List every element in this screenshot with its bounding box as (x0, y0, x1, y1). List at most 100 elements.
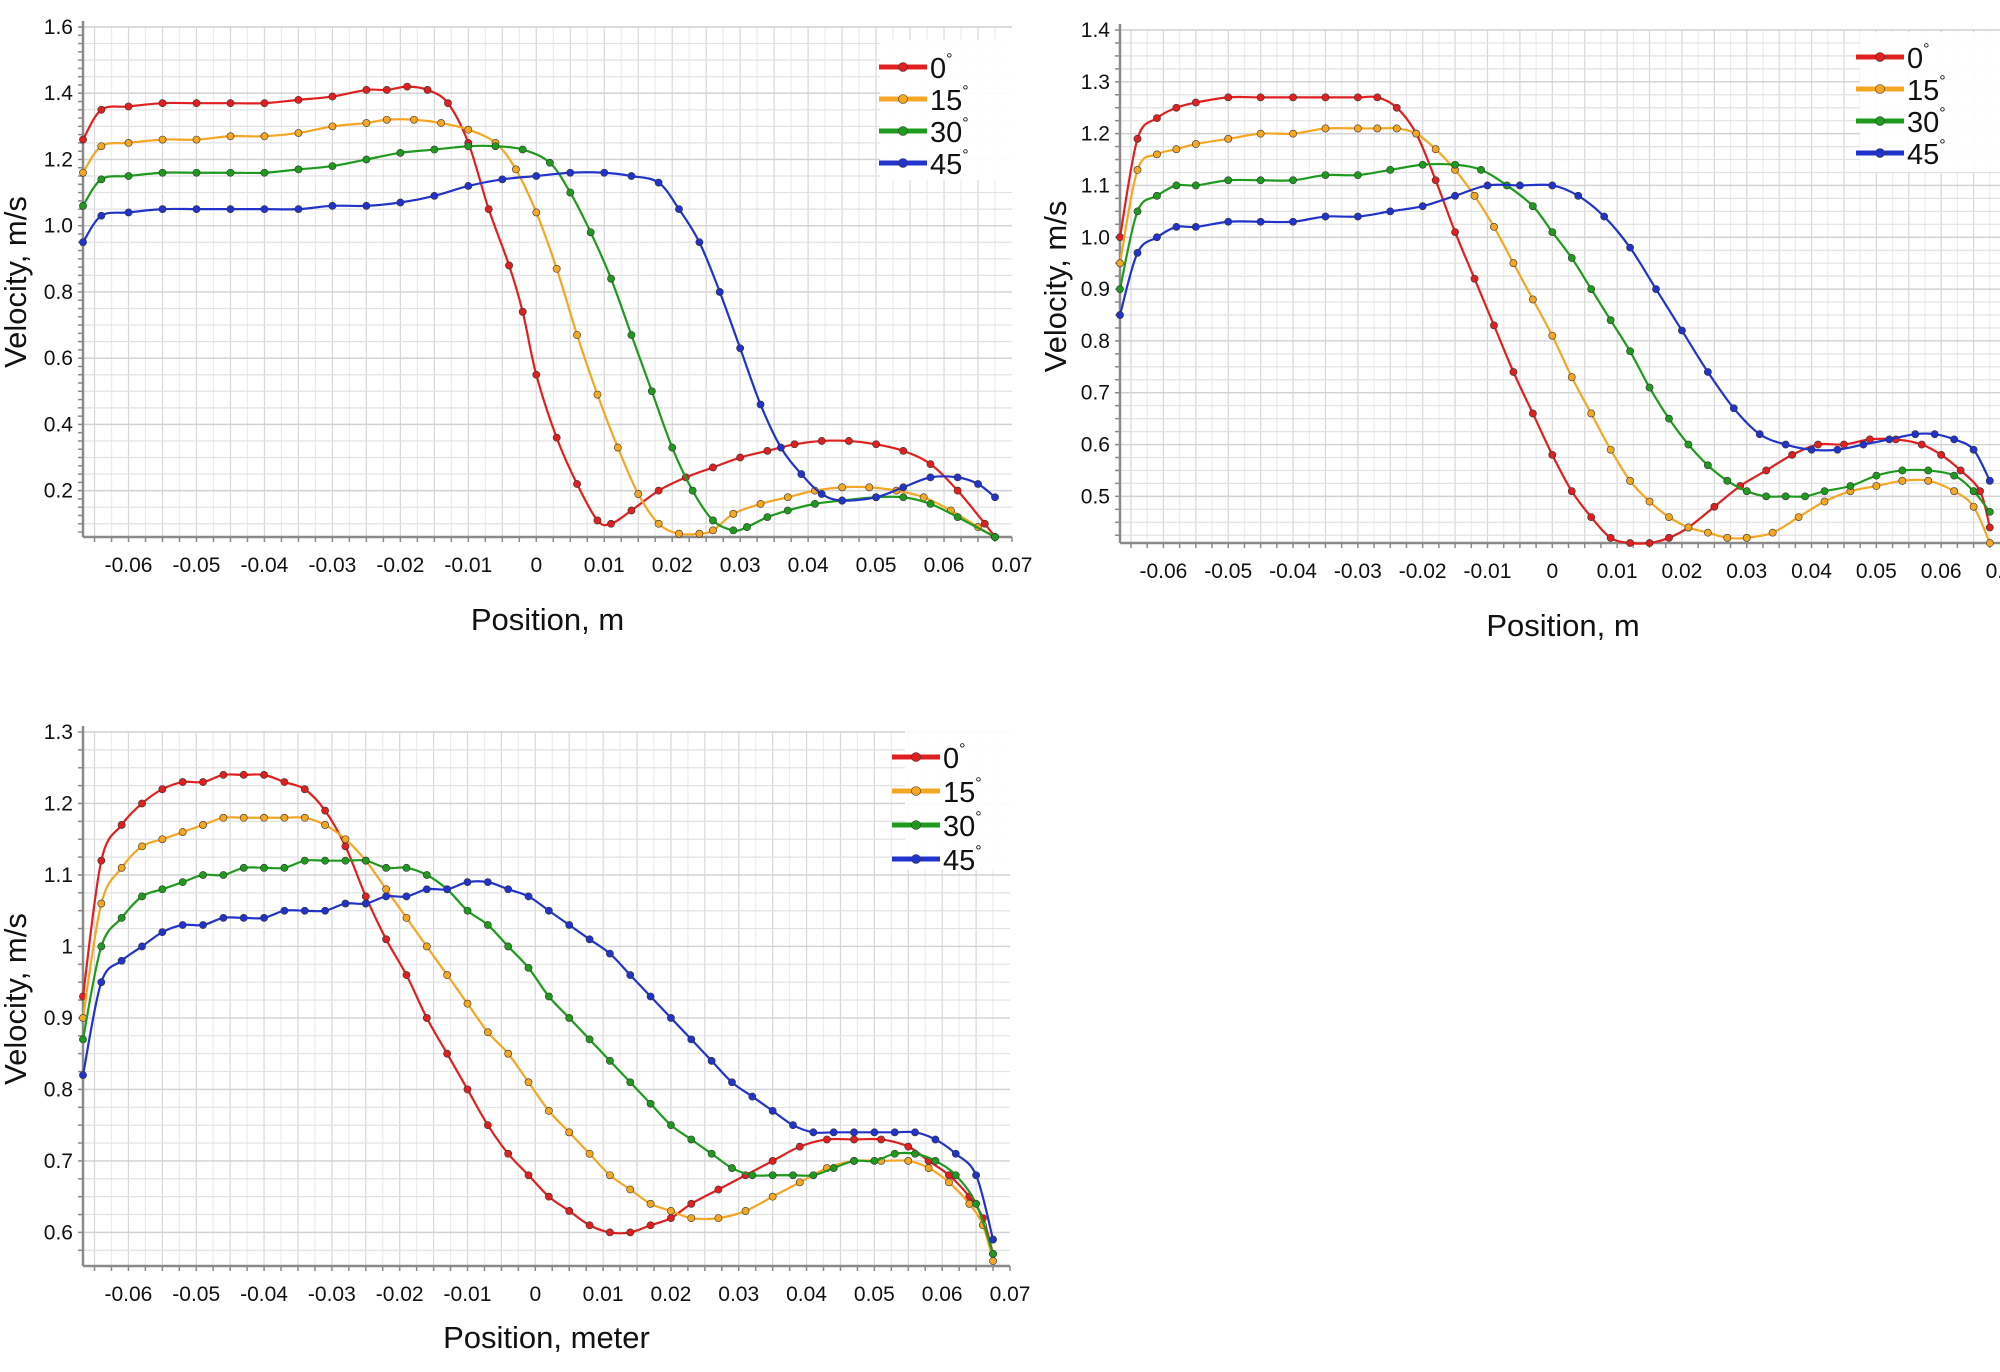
data-point (219, 913, 228, 922)
series-line (1118, 126, 1991, 544)
data-point (1956, 466, 1965, 475)
data-point (1191, 98, 1200, 107)
data-point (158, 205, 167, 214)
data-point (951, 1149, 960, 1158)
legend: 0°15°30°45° (879, 40, 1045, 181)
data-point (1418, 202, 1427, 211)
data-point (1807, 445, 1816, 454)
data-point (1289, 217, 1297, 226)
degree-symbol: ° (1939, 137, 1945, 154)
data-point (443, 1049, 452, 1058)
data-point (328, 92, 337, 101)
data-point (1116, 259, 1124, 268)
series-line (1118, 183, 1991, 482)
data-point (1548, 451, 1557, 459)
data-point (890, 1149, 899, 1158)
data-point (1859, 440, 1868, 449)
degree-symbol: ° (1923, 41, 1929, 58)
y-axis-title: Velocity, m/s (1038, 201, 1073, 373)
data-point (544, 1192, 553, 1201)
data-point (1567, 373, 1576, 382)
data-point (362, 86, 371, 94)
data-point (654, 178, 663, 187)
legend-label: 45° (1907, 137, 1946, 171)
data-point (97, 942, 106, 951)
data-point (1172, 145, 1181, 154)
data-point (1490, 223, 1498, 231)
data-point (341, 835, 350, 844)
data-point (989, 1235, 997, 1244)
series-line (81, 859, 995, 1255)
data-point (260, 99, 269, 108)
data-point (1133, 134, 1142, 143)
data-point (260, 132, 269, 141)
data-point (695, 529, 704, 538)
data-point (1684, 440, 1693, 449)
data-point (484, 205, 493, 214)
data-point (904, 1142, 913, 1151)
legend-item-45-deg: 45° (879, 147, 969, 181)
data-point (158, 928, 167, 937)
data-point (729, 526, 738, 535)
data-point (1950, 487, 1959, 496)
data-point (402, 913, 411, 922)
data-point (117, 821, 126, 829)
data-point (518, 307, 527, 316)
y-axis-title: Velocity, m/s (0, 913, 33, 1085)
data-point (1781, 440, 1790, 449)
data-point (158, 135, 167, 144)
data-point (1684, 523, 1693, 532)
data-point (117, 863, 126, 872)
legend-label: 30° (930, 115, 969, 149)
data-point (844, 437, 853, 445)
data-point (192, 135, 201, 144)
data-point (585, 935, 594, 944)
data-point (402, 892, 411, 901)
data-point (192, 99, 201, 108)
data-point (646, 992, 655, 1001)
y-tick-label: 0.6 (44, 1221, 73, 1244)
data-point (260, 863, 268, 872)
data-point (524, 964, 533, 972)
data-point (423, 86, 432, 94)
data-point (79, 238, 87, 247)
chart-svg: -0.06 -0.05 -0.04 -0.03 -0.02 -0.01 0 0.01 0.02 0… (0, 16, 1045, 637)
data-point (158, 785, 167, 794)
x-tick-label: 0.05 (856, 554, 897, 577)
data-point (1490, 321, 1498, 330)
y-tick-label: 1.6 (44, 16, 73, 39)
data-point (1353, 124, 1362, 133)
legend-marker (898, 62, 908, 72)
data-point (138, 942, 146, 951)
data-point (280, 906, 289, 915)
data-point (565, 1014, 574, 1022)
x-tick-label: -0.04 (1269, 560, 1317, 583)
data-point (1483, 181, 1492, 190)
data-point (1289, 93, 1297, 102)
data-point (593, 516, 602, 525)
data-point (1191, 181, 1200, 190)
data-point (989, 1257, 997, 1265)
legend: 0°15°30°45° (892, 730, 1035, 877)
data-point (1969, 502, 1978, 511)
series-0-deg (79, 82, 999, 541)
data-point (524, 1078, 533, 1087)
data-point (444, 99, 452, 108)
data-point (1116, 311, 1124, 319)
data-point (552, 433, 561, 442)
series-0-deg (79, 770, 997, 1258)
data-point (768, 1106, 777, 1115)
data-point (627, 331, 636, 339)
legend-marker (911, 854, 921, 864)
data-point (1431, 176, 1440, 185)
data-point (743, 523, 751, 531)
series-line (82, 171, 996, 502)
data-point (707, 1056, 716, 1065)
data-point (1587, 285, 1596, 293)
data-point (300, 785, 309, 794)
data-point (668, 443, 677, 452)
data-point (464, 125, 473, 134)
data-point (1626, 347, 1634, 356)
data-point (1703, 461, 1712, 470)
data-point (1353, 93, 1362, 102)
